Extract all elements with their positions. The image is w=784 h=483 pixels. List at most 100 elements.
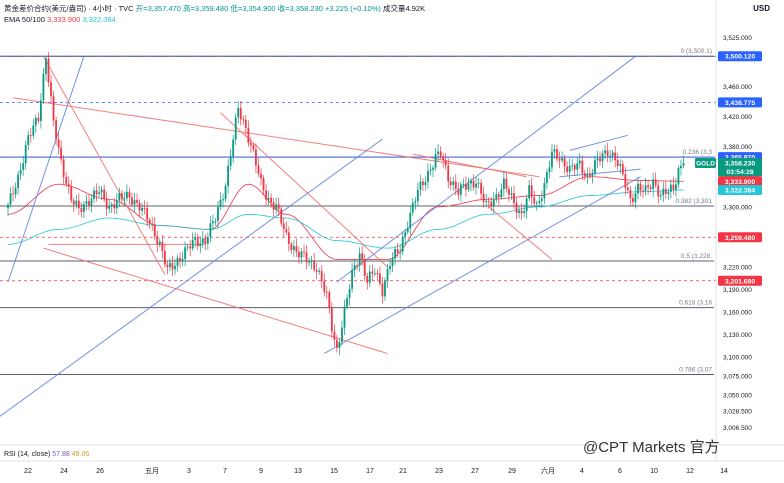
price-tag-bg: [718, 275, 762, 286]
candle-body: [126, 191, 128, 199]
candle-body: [227, 165, 230, 187]
candle-body: [664, 188, 667, 194]
candle-body: [308, 261, 310, 263]
candle-body: [262, 178, 265, 191]
candle-body: [333, 331, 336, 340]
candle-body: [419, 181, 422, 190]
candle-body: [338, 342, 341, 348]
candle-body: [32, 125, 35, 136]
candle-body: [525, 198, 528, 212]
candle-body: [24, 145, 27, 164]
candle-body: [298, 251, 300, 258]
y-tick-label: 3,075.000: [723, 374, 752, 381]
candle-body: [619, 164, 622, 166]
candle-body: [108, 206, 111, 209]
candle-body: [234, 117, 237, 140]
candle-body: [510, 193, 513, 195]
candle-body: [558, 158, 561, 161]
candle-body: [391, 258, 394, 267]
candle-body: [267, 197, 270, 200]
candle-body: [520, 210, 523, 214]
x-tick-label: 10: [650, 468, 658, 475]
x-tick-label: 27: [471, 468, 479, 475]
price-tag: 3,333.900: [718, 176, 762, 187]
candle-body: [563, 158, 566, 167]
trendline: [220, 112, 388, 268]
price-tag: 3,322.384: [718, 184, 762, 195]
candle-body: [566, 166, 569, 172]
candle-body: [50, 82, 52, 97]
candle-body: [270, 197, 273, 203]
candle-body: [449, 181, 452, 185]
x-tick-label: 15: [330, 468, 338, 475]
x-tick-label: 12: [686, 468, 694, 475]
candle-body: [75, 200, 78, 205]
price-tag-text: 3,500.120: [725, 54, 755, 61]
candle-body: [9, 193, 12, 205]
candle-body: [19, 169, 22, 175]
y-tick-label: 3,028.500: [723, 409, 752, 416]
candle-body: [325, 291, 328, 293]
candle-body: [465, 183, 467, 190]
price-labels: 3,500.1203,438.7753,365.9703,358.23003:5…: [695, 51, 762, 286]
trendline: [569, 134, 628, 151]
candle-body: [601, 153, 604, 162]
candle-body: [141, 207, 143, 211]
candle-body: [255, 149, 257, 166]
candle-body: [363, 259, 366, 277]
fib-level-label: 0.618 (3,16: [679, 300, 712, 307]
candle-body: [533, 197, 536, 204]
candle-body: [174, 265, 176, 270]
candle-body: [361, 253, 364, 260]
price-tag-text: 3,259.480: [725, 235, 755, 242]
candle-body: [260, 173, 262, 179]
candle-body: [373, 273, 376, 275]
candle-body: [136, 200, 138, 203]
currency-label[interactable]: USD: [753, 4, 770, 13]
candle-body: [158, 241, 161, 245]
candle-body: [505, 178, 508, 189]
trendline: [0, 138, 383, 417]
candle-body: [110, 204, 113, 207]
candle-body: [657, 185, 660, 197]
candle-body: [583, 173, 586, 177]
candle-body: [222, 199, 224, 201]
candle-body: [290, 243, 293, 250]
price-tag-bg: [718, 184, 762, 195]
candle-body: [303, 251, 305, 253]
candle-body: [639, 183, 642, 191]
candle-body: [568, 166, 571, 172]
candle-body: [495, 194, 498, 200]
candle-body: [113, 204, 116, 209]
candle-body: [386, 269, 389, 282]
candle-body: [490, 201, 493, 207]
ema-legend: EMA 50/100 3,333.900 3,322.384: [4, 15, 116, 24]
candle-body: [508, 188, 510, 195]
candle-body: [399, 251, 402, 253]
candle-body: [247, 127, 250, 143]
x-tick-label: 17: [366, 468, 374, 475]
x-tick-label: 26: [96, 468, 104, 475]
candle-body: [606, 150, 609, 157]
candle-body: [454, 181, 457, 190]
candle-body: [328, 292, 331, 309]
candle-body: [95, 190, 98, 195]
candle-body: [196, 237, 199, 247]
candle-body: [12, 193, 14, 195]
ema100-line: [7, 189, 684, 249]
x-tick-label: 6: [618, 468, 622, 475]
candle-body: [100, 189, 103, 193]
x-tick-label: 13: [294, 468, 302, 475]
candle-body: [128, 191, 131, 198]
candle-body: [229, 156, 232, 166]
chart-header: 黄金差价合约(美元/盎司) · 4小时 · TVC 开=3,357.470 高=…: [4, 3, 425, 14]
candle-body: [576, 163, 579, 170]
candle-body: [538, 201, 541, 203]
candle-body: [581, 160, 584, 174]
candle-body: [29, 135, 32, 137]
trendlines: [0, 55, 641, 417]
candle-body: [444, 160, 447, 166]
candle-body: [523, 211, 526, 214]
candle-body: [530, 185, 533, 198]
